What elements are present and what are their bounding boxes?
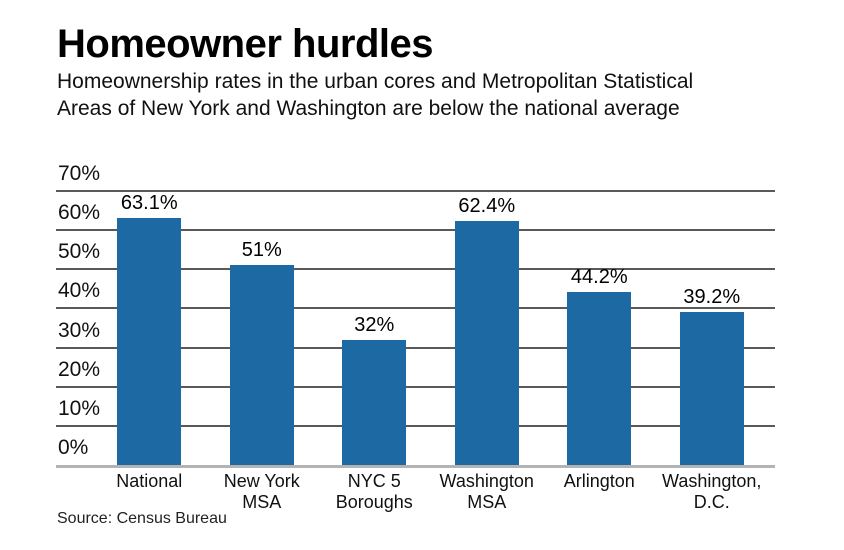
bar-value-label: 39.2% bbox=[683, 285, 741, 308]
gridline bbox=[56, 385, 775, 388]
bar-value-label: 62.4% bbox=[458, 194, 516, 217]
gridline bbox=[56, 424, 775, 427]
chart-subtitle: Homeownership rates in the urban cores a… bbox=[57, 68, 693, 122]
bar: 51% bbox=[229, 239, 294, 465]
bar: 32% bbox=[342, 314, 407, 465]
bar-column: 44.2% Arlington bbox=[543, 191, 656, 491]
x-axis-category-label: New York MSA bbox=[223, 471, 300, 512]
bar-column: 51% New York MSA bbox=[206, 191, 319, 512]
bar-column: 39.2% Washington, D.C. bbox=[656, 191, 769, 512]
y-axis-tick-label: 10% bbox=[58, 396, 101, 420]
bar-column: 32% NYC 5 Boroughs bbox=[318, 191, 431, 512]
bar: 39.2% bbox=[679, 286, 744, 465]
x-axis-category-label: Washington, D.C. bbox=[662, 471, 762, 512]
y-axis-tick-label: 70% bbox=[58, 162, 101, 185]
x-axis-category-label: Washington MSA bbox=[439, 471, 534, 512]
x-axis-category-label: National bbox=[116, 471, 183, 491]
bar-value-label: 44.2% bbox=[570, 266, 628, 288]
x-axis-category-label: NYC 5 Boroughs bbox=[335, 471, 413, 512]
y-axis-tick-label: 30% bbox=[58, 318, 101, 342]
x-axis-category-label: Arlington bbox=[563, 471, 635, 491]
x-axis-baseline bbox=[56, 465, 775, 468]
bar-value-label: 63.1% bbox=[120, 192, 178, 215]
gridline bbox=[56, 307, 775, 310]
y-axis-tick-label: 20% bbox=[58, 357, 101, 381]
bar-column: 62.4% Washington MSA bbox=[431, 191, 544, 512]
chart-subtitle-line-2: Areas of New York and Washington are bel… bbox=[57, 97, 680, 120]
gridline bbox=[56, 229, 775, 232]
bar-value-label: 51% bbox=[241, 239, 282, 262]
chart-plot-area: 70% 60% 50% 40% 30% 20% 10% 0% 63.1% National 51%… bbox=[56, 162, 775, 512]
chart-subtitle-line-1: Homeownership rates in the urban cores a… bbox=[57, 70, 694, 93]
bar-column: 63.1% National bbox=[93, 191, 206, 491]
bars-area: 63.1% National 51% New York MSA 32% NYC 5 Bor… bbox=[93, 191, 769, 512]
gridline bbox=[56, 268, 775, 271]
bar: 44.2% bbox=[567, 266, 632, 465]
y-axis-tick-label: 0% bbox=[58, 436, 89, 459]
source-note: Source: Census Bureau bbox=[57, 510, 227, 527]
bar: 63.1% bbox=[117, 192, 182, 465]
gridline bbox=[56, 346, 775, 349]
bar-value-label: 32% bbox=[354, 313, 395, 336]
gridline bbox=[56, 190, 775, 192]
y-axis-tick-label: 60% bbox=[58, 201, 101, 225]
bar: 62.4% bbox=[454, 195, 519, 465]
y-axis-tick-label: 50% bbox=[58, 240, 101, 264]
y-axis-tick-label: 40% bbox=[58, 279, 101, 303]
chart-title: Homeowner hurdles bbox=[57, 22, 434, 66]
